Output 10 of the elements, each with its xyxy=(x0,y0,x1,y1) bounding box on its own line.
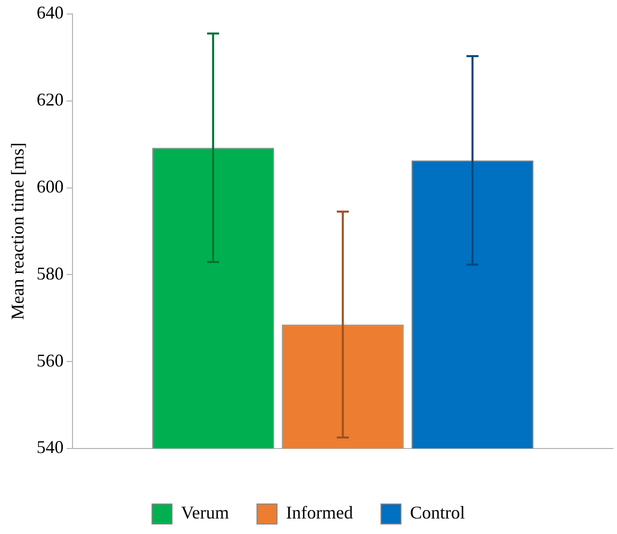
legend-label: Control xyxy=(410,502,465,523)
y-tick-label: 580 xyxy=(36,263,64,284)
y-tick-label: 600 xyxy=(36,176,64,196)
legend-label: Informed xyxy=(286,502,353,523)
y-tick-label: 620 xyxy=(36,90,64,110)
y-axis-title: Mean reaction time [ms] xyxy=(8,142,28,320)
y-tick-label: 560 xyxy=(36,350,64,370)
legend-label: Verum xyxy=(181,502,230,523)
y-tick-label: 540 xyxy=(36,437,64,458)
y-tick-label: 640 xyxy=(36,2,64,23)
